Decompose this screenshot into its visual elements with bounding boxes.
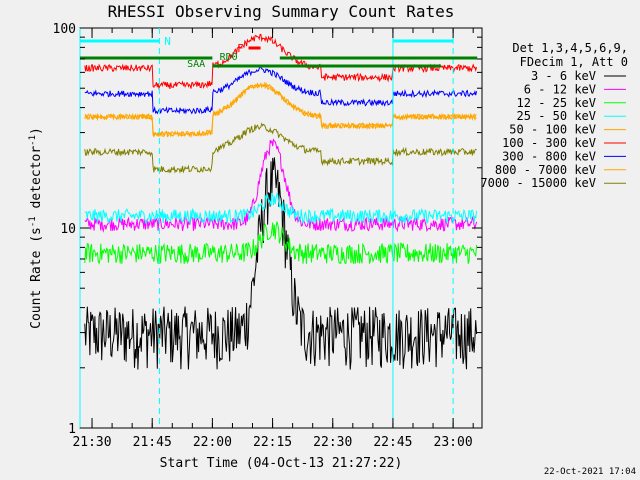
legend-label-0: 3 - 6 keV bbox=[531, 69, 596, 83]
legend-header-2: FDecim 1, Att 0 bbox=[520, 55, 628, 69]
legend-label-7: 800 - 7000 keV bbox=[495, 163, 596, 177]
series-line-1 bbox=[84, 138, 478, 233]
series-line-2 bbox=[84, 221, 478, 265]
legend-label-1: 6 - 12 keV bbox=[524, 82, 596, 96]
y-axis-label-sup2: -1 bbox=[28, 135, 38, 146]
legend-label-5: 100 - 300 keV bbox=[502, 136, 596, 150]
x-tick-label-3: 22:15 bbox=[253, 435, 292, 450]
x-tick-label-0: 21:30 bbox=[72, 435, 111, 450]
axis-layer: 21:30 21:45 22:00 22:15 22:30 22:45 23:00 1 10 10… bbox=[53, 22, 482, 450]
night-label: N bbox=[164, 35, 171, 48]
timestamp: 22-Oct-2021 17:04 bbox=[544, 467, 636, 477]
legend-label-2: 12 - 25 keV bbox=[517, 96, 596, 110]
y-axis-label: Count Rate (s-1 detector-1) bbox=[28, 127, 44, 329]
legend: Det 1,3,4,5,6,9, FDecim 1, Att 0 3 - 6 k… bbox=[480, 41, 628, 190]
series-line-6 bbox=[84, 66, 478, 115]
legend-header-1: Det 1,3,4,5,6,9, bbox=[512, 41, 628, 55]
legend-label-8: 7000 - 15000 keV bbox=[480, 176, 596, 190]
series-line-3 bbox=[84, 192, 478, 225]
fd-label: RD0 bbox=[220, 52, 238, 63]
series-layer bbox=[84, 33, 478, 370]
x-tick-label-1: 21:45 bbox=[133, 435, 172, 450]
series-line-7 bbox=[84, 81, 477, 138]
series-line-0 bbox=[84, 157, 478, 370]
y-axis-label-sup1: -1 bbox=[28, 216, 38, 227]
x-tick-label-4: 22:30 bbox=[313, 435, 352, 450]
y-tick-label-2: 100 bbox=[53, 22, 76, 37]
x-axis-label: Start Time (04-Oct-13 21:27:22) bbox=[160, 456, 403, 471]
y-axis-label-main: Count Rate (s bbox=[29, 227, 44, 329]
legend-label-4: 50 - 100 keV bbox=[509, 123, 596, 137]
flare-label: F bbox=[237, 42, 244, 55]
y-axis-label-end: ) bbox=[29, 127, 44, 135]
x-tick-label-2: 22:00 bbox=[193, 435, 232, 450]
x-tick-label-5: 22:45 bbox=[373, 435, 412, 450]
y-axis-label-mid: detector bbox=[29, 146, 44, 217]
legend-label-3: 25 - 50 keV bbox=[517, 109, 596, 123]
legend-label-6: 300 - 800 keV bbox=[502, 149, 596, 163]
series-line-4 bbox=[84, 81, 477, 139]
y-tick-label-1: 10 bbox=[60, 222, 76, 237]
x-tick-label-6: 23:00 bbox=[434, 435, 473, 450]
saa-label: SAA bbox=[187, 59, 205, 70]
series-line-5 bbox=[84, 33, 478, 91]
y-tick-label-0: 1 bbox=[68, 422, 76, 437]
series-line-8 bbox=[84, 122, 477, 174]
chart-title: RHESSI Observing Summary Count Rates bbox=[108, 2, 455, 21]
